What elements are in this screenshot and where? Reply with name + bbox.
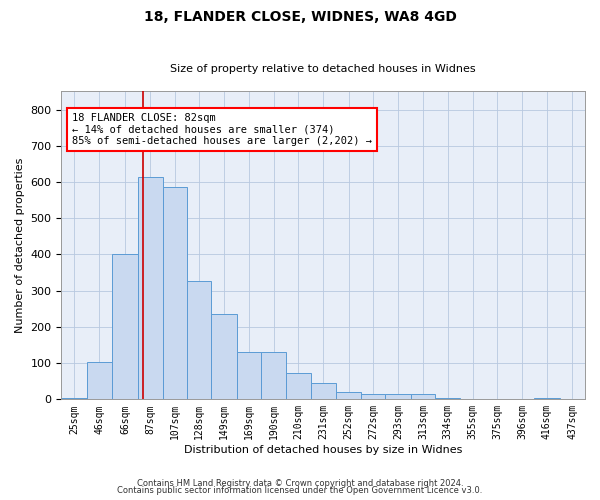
- Title: Size of property relative to detached houses in Widnes: Size of property relative to detached ho…: [170, 64, 476, 74]
- Bar: [385, 394, 411, 400]
- Bar: [211, 314, 237, 400]
- Bar: [261, 352, 286, 400]
- Bar: [137, 177, 163, 400]
- Bar: [163, 188, 187, 400]
- Bar: [187, 280, 211, 400]
- Text: 18 FLANDER CLOSE: 82sqm
← 14% of detached houses are smaller (374)
85% of semi-d: 18 FLANDER CLOSE: 82sqm ← 14% of detache…: [72, 113, 372, 146]
- Bar: [411, 394, 435, 400]
- Bar: [361, 394, 385, 400]
- Bar: [286, 374, 311, 400]
- Text: 18, FLANDER CLOSE, WIDNES, WA8 4GD: 18, FLANDER CLOSE, WIDNES, WA8 4GD: [143, 10, 457, 24]
- Text: Contains HM Land Registry data © Crown copyright and database right 2024.: Contains HM Land Registry data © Crown c…: [137, 478, 463, 488]
- Text: Contains public sector information licensed under the Open Government Licence v3: Contains public sector information licen…: [118, 486, 482, 495]
- Bar: [534, 398, 560, 400]
- Bar: [336, 392, 361, 400]
- X-axis label: Distribution of detached houses by size in Widnes: Distribution of detached houses by size …: [184, 445, 463, 455]
- Bar: [112, 254, 137, 400]
- Bar: [87, 362, 112, 400]
- Bar: [435, 398, 460, 400]
- Bar: [311, 384, 336, 400]
- Bar: [237, 352, 261, 400]
- Y-axis label: Number of detached properties: Number of detached properties: [15, 158, 25, 333]
- Bar: [61, 398, 87, 400]
